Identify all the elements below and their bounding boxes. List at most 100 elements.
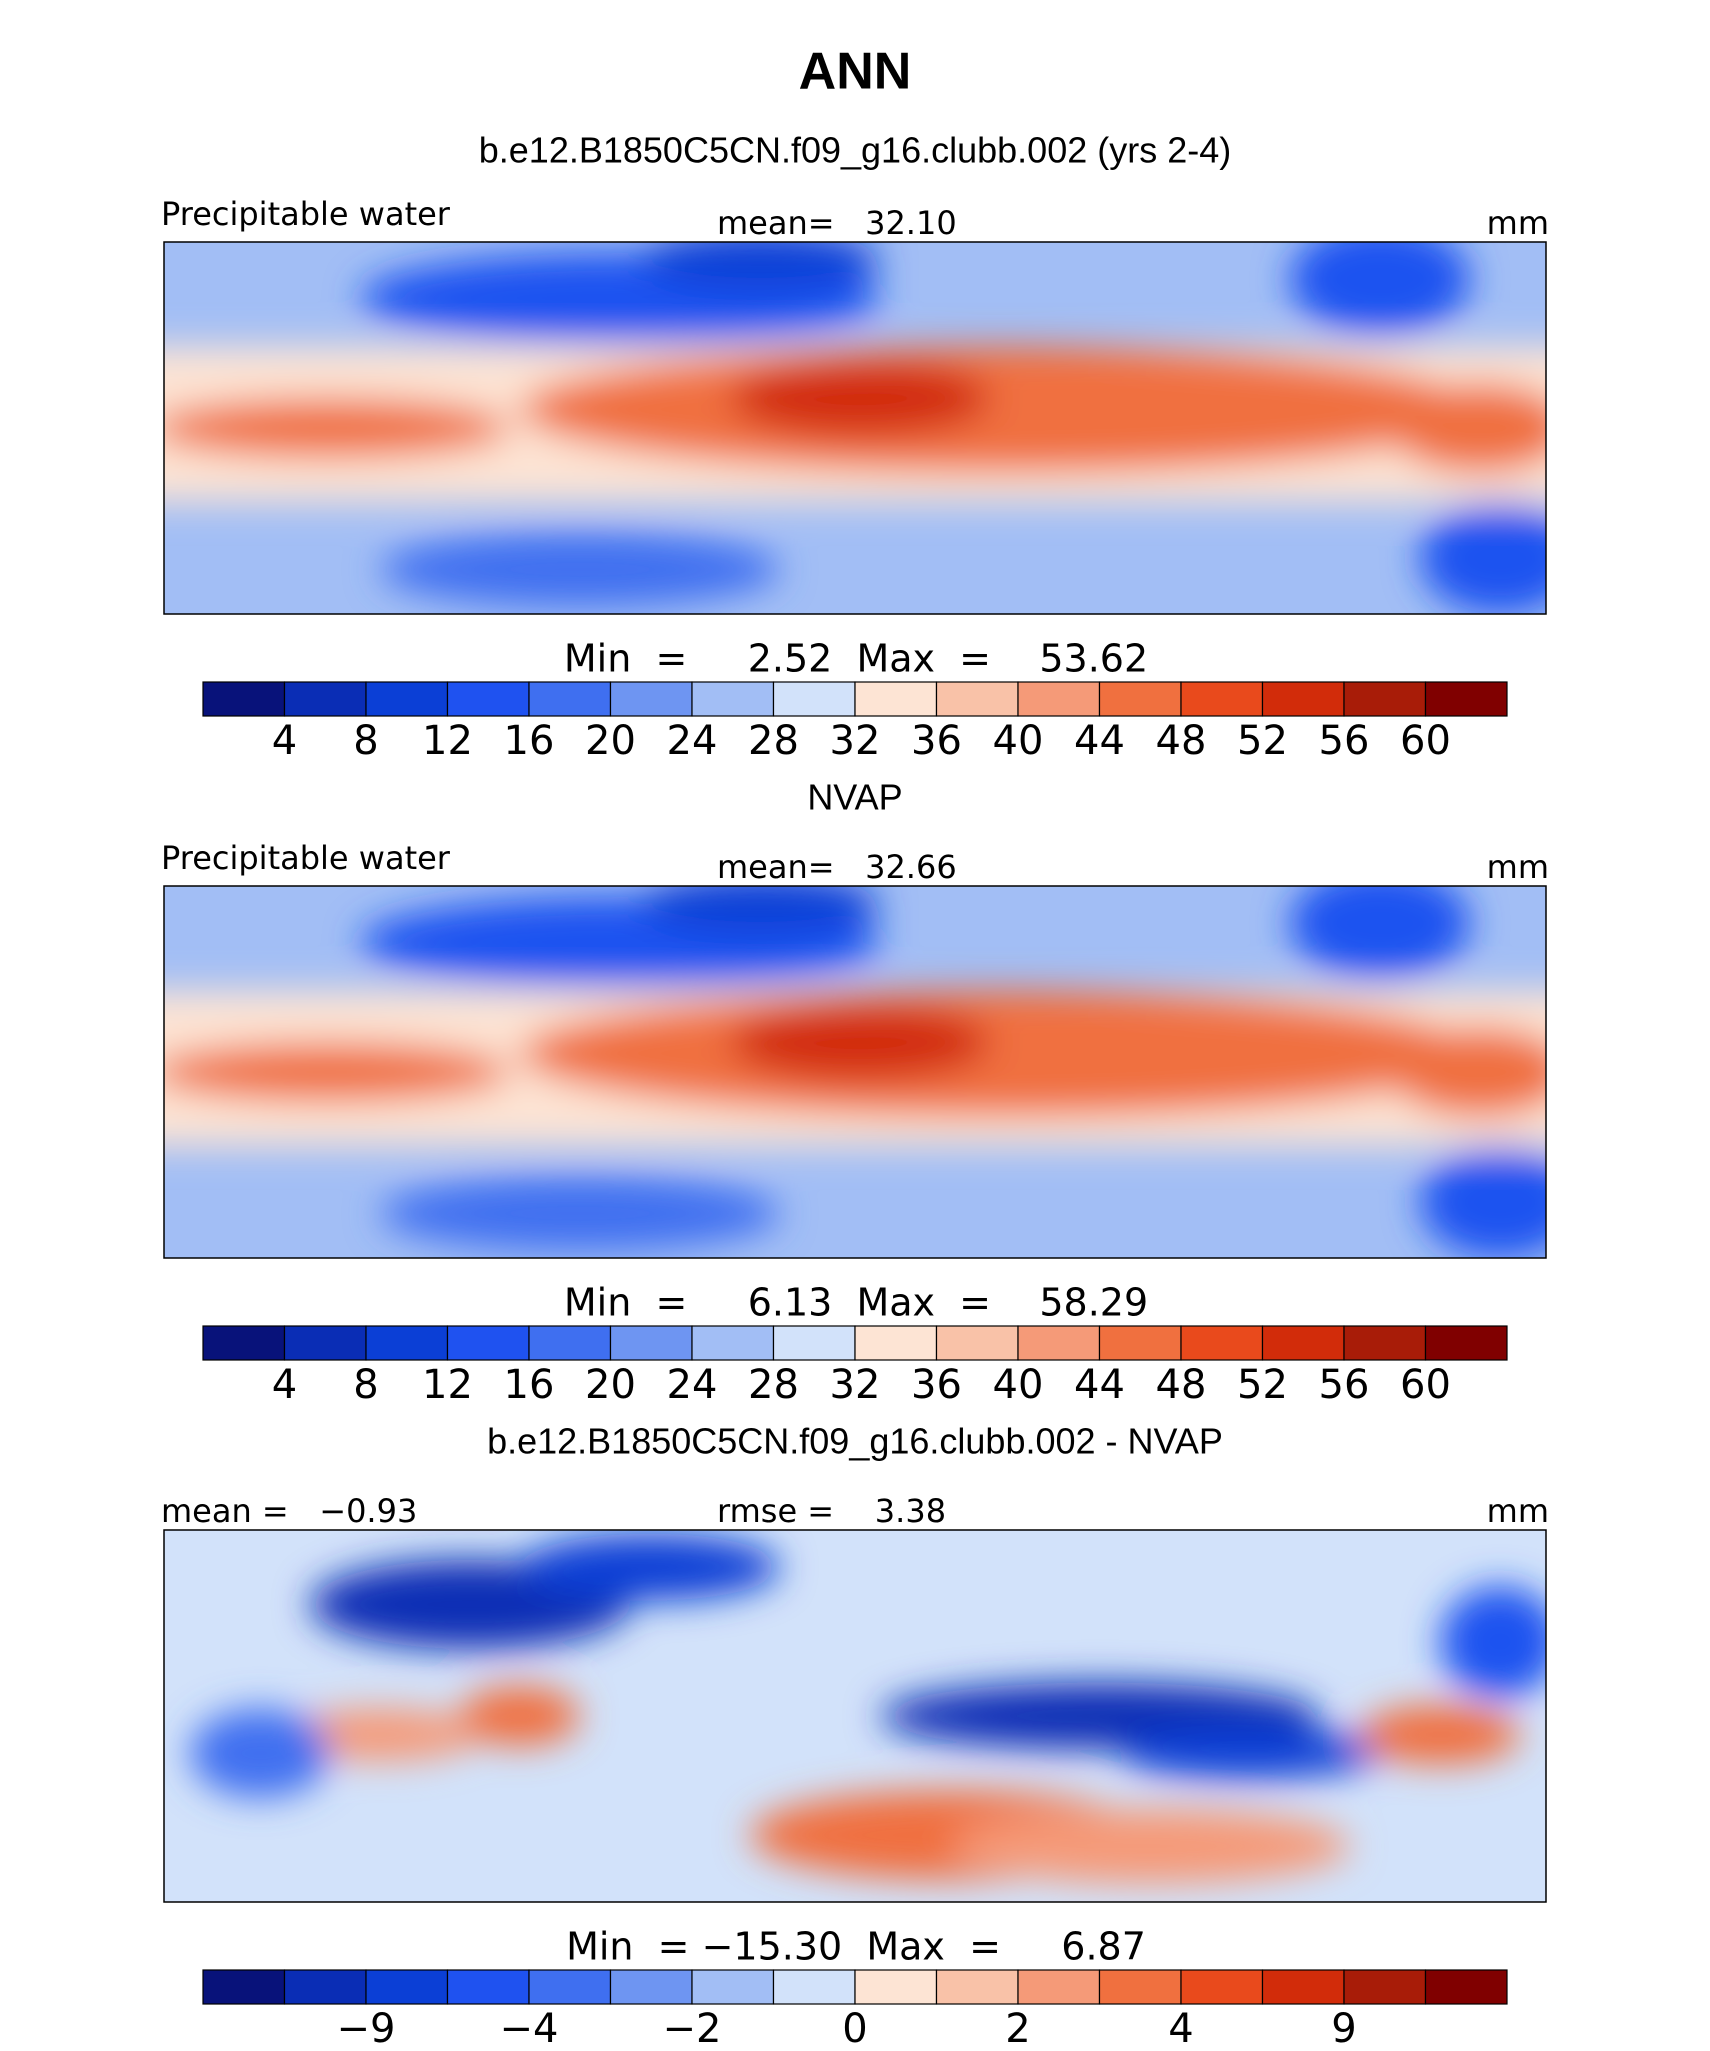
colorbar-box (1098, 681, 1182, 717)
colorbar-box (691, 1325, 775, 1361)
colorbar-box (1343, 1325, 1427, 1361)
band (640, 886, 880, 935)
colorbar-tick-label: 44 (1074, 718, 1125, 764)
colorbar-tick-label: 52 (1237, 718, 1288, 764)
colorbar-box (283, 1969, 367, 2005)
colorbar-tick-label: 2 (1005, 2006, 1030, 2051)
colorbar-box (1017, 681, 1101, 717)
colorbar-box (528, 1325, 612, 1361)
band (380, 1176, 780, 1251)
colorbar-box (772, 1969, 856, 2005)
colorbar-tick-label: 56 (1319, 1362, 1370, 1408)
colorbar-box (854, 681, 938, 717)
center-label: mean= 32.10 (717, 204, 957, 242)
map-frame (163, 885, 1547, 1259)
colorbar-box (283, 681, 367, 717)
colorbar-box (528, 1969, 612, 2005)
band (1290, 886, 1470, 979)
colorbar-box (446, 1325, 530, 1361)
center-label: mean= 32.66 (717, 848, 957, 886)
colorbar-box (935, 1325, 1019, 1361)
colorbar-tick-label: 24 (667, 1362, 718, 1408)
map-blobs (190, 1533, 1546, 1884)
colorbar-box (1180, 1325, 1264, 1361)
colorbar-tick-label: 28 (748, 718, 799, 764)
colorbar-box (365, 681, 449, 717)
band (380, 532, 780, 607)
band (164, 398, 510, 458)
colorbar-tick-label: 32 (830, 1362, 881, 1408)
left-label: Precipitable water (161, 195, 451, 233)
colorbar-tick-label: 12 (422, 718, 473, 764)
band (730, 361, 990, 436)
colorbar-tick-label: 44 (1074, 1362, 1125, 1408)
colorbar-tick-label: 40 (993, 1362, 1044, 1408)
min-max-label: Min = 6.13 Max = 58.29 (564, 1281, 1148, 1325)
band (640, 242, 880, 291)
colorbar-tick-label: 0 (842, 2006, 867, 2051)
anom (1360, 1704, 1520, 1765)
colorbar-box (609, 1969, 693, 2005)
colorbar-tick-label: 8 (353, 1362, 378, 1408)
colorbar-box (528, 681, 612, 717)
colorbar-box (1424, 1969, 1508, 2005)
colorbar-box (1424, 681, 1508, 717)
min-max-label: Min = 2.52 Max = 53.62 (564, 637, 1148, 681)
colorbar-box (609, 1325, 693, 1361)
colorbar-box (609, 681, 693, 717)
colorbar-tick-label: 48 (1156, 1362, 1207, 1408)
colorbar-tick-label: 4 (272, 1362, 297, 1408)
colorbar-box (1017, 1969, 1101, 2005)
colorbar-tick-label: 20 (585, 1362, 636, 1408)
map-field (164, 242, 1546, 614)
map-blobs (164, 886, 1546, 1258)
colorbar-box (365, 1325, 449, 1361)
colorbar-box (1261, 1969, 1345, 2005)
colorbar-box (446, 681, 530, 717)
band (520, 346, 1480, 473)
colorbar-tick-label: 12 (422, 1362, 473, 1408)
colorbar-box (202, 1969, 286, 2005)
colorbar-tick-label: 20 (585, 718, 636, 764)
colorbar-tick-label: 48 (1156, 718, 1207, 764)
colorbar-box (202, 1325, 286, 1361)
band (1420, 502, 1546, 614)
band (164, 1042, 510, 1102)
map-frame (163, 1529, 1547, 1903)
colorbar-box (202, 681, 286, 717)
anom (950, 1809, 1350, 1884)
colorbar-box (1424, 1325, 1508, 1361)
panel-title: NVAP (807, 777, 902, 818)
colorbar-tick-label: −4 (500, 2006, 559, 2051)
band (1390, 1027, 1546, 1117)
colorbar-tick-label: 24 (667, 718, 718, 764)
colorbar-tick-label: 60 (1400, 1362, 1451, 1408)
colorbar-tick-label: 52 (1237, 1362, 1288, 1408)
colorbar-tick-label: 16 (504, 718, 555, 764)
units-label: mm (1487, 204, 1549, 242)
colorbar-tick-label: −9 (337, 2006, 396, 2051)
colorbar-box (1261, 681, 1345, 717)
colorbar-box (854, 1969, 938, 2005)
colorbar-tick-label: 36 (911, 1362, 962, 1408)
anom (280, 1708, 480, 1761)
colorbar-box (1261, 1325, 1345, 1361)
colorbar-box (854, 1325, 938, 1361)
colorbar-box (772, 681, 856, 717)
colorbar-box (283, 1325, 367, 1361)
colorbar-box (1098, 1325, 1182, 1361)
colorbar-tick-label: 28 (748, 1362, 799, 1408)
colorbar-box (1098, 1969, 1182, 2005)
colorbar-tick-label: 9 (1331, 2006, 1356, 2051)
colorbar-box (935, 1969, 1019, 2005)
colorbar-tick-label: 56 (1319, 718, 1370, 764)
colorbar-box (1343, 1969, 1427, 2005)
colorbar-box (446, 1969, 530, 2005)
colorbar-tick-label: −2 (663, 2006, 722, 2051)
units-label: mm (1487, 1492, 1549, 1530)
band (520, 990, 1480, 1117)
colorbar-box (772, 1325, 856, 1361)
anom (520, 1533, 780, 1601)
colorbar-tick-label: 36 (911, 718, 962, 764)
